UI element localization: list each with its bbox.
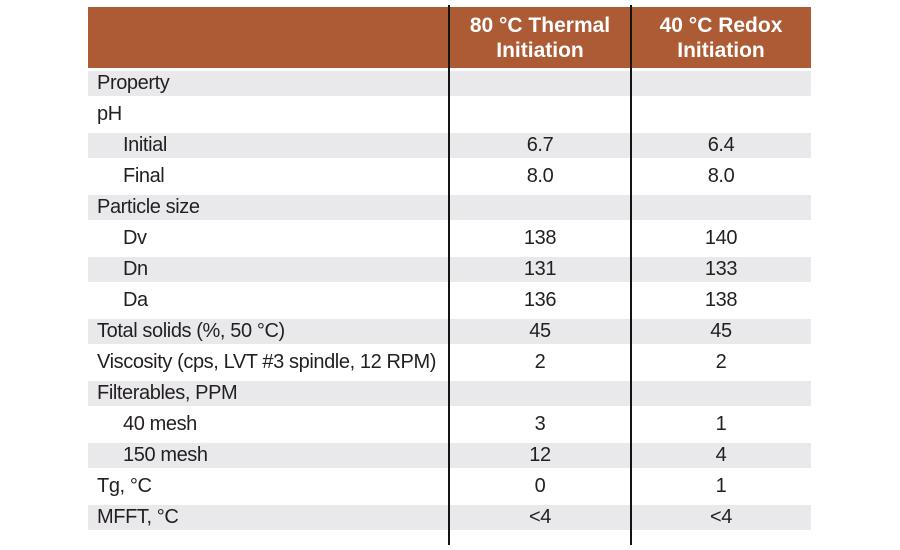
row-label: 150 mesh xyxy=(123,444,208,466)
row-label: Final xyxy=(123,165,165,187)
table-row: Tg, °C 0 1 xyxy=(88,471,811,502)
redox-value: 8.0 xyxy=(707,165,735,187)
redox-value: 4 xyxy=(715,444,727,466)
redox-value: 2 xyxy=(715,351,727,373)
thermal-value: <4 xyxy=(528,506,551,528)
row-label: Dn xyxy=(123,258,148,280)
redox-value: 133 xyxy=(704,258,738,280)
table-row: pH xyxy=(88,99,811,130)
row-label: Da xyxy=(123,289,148,311)
header-col-thermal: 80 °C Thermal Initiation xyxy=(449,7,631,68)
column-divider xyxy=(630,5,632,545)
header-line: 80 °C Thermal xyxy=(469,13,611,37)
table-row: 40 mesh 3 1 xyxy=(88,409,811,440)
row-label: Initial xyxy=(123,134,167,156)
row-label: Particle size xyxy=(97,196,200,218)
properties-comparison-table: 80 °C Thermal Initiation 40 °C Redox Ini… xyxy=(88,5,811,545)
thermal-value: 45 xyxy=(529,320,551,342)
thermal-value: 0 xyxy=(534,475,546,497)
thermal-value: 8.0 xyxy=(526,165,554,187)
header-corner-cell xyxy=(88,7,449,68)
redox-value: 140 xyxy=(704,227,738,249)
redox-value: 138 xyxy=(704,289,738,311)
table-row: Dv 138 140 xyxy=(88,223,811,254)
redox-value: 1 xyxy=(715,475,727,497)
table-row: Viscosity (cps, LVT #3 spindle, 12 RPM) … xyxy=(88,347,811,378)
redox-value: 1 xyxy=(715,413,727,435)
thermal-value: 138 xyxy=(523,227,557,249)
row-label: pH xyxy=(97,103,122,125)
table-row: Final 8.0 8.0 xyxy=(88,161,811,192)
redox-value: <4 xyxy=(709,506,732,528)
row-label: Total solids (%, 50 °C) xyxy=(97,320,285,342)
row-label: Property xyxy=(97,72,170,94)
row-label: Filterables, PPM xyxy=(97,382,238,404)
row-label: Dv xyxy=(123,227,147,249)
header-line: 40 °C Redox xyxy=(659,13,783,37)
thermal-value: 12 xyxy=(529,444,551,466)
redox-value: 45 xyxy=(710,320,732,342)
thermal-value: 2 xyxy=(534,351,546,373)
thermal-value: 6.7 xyxy=(526,134,554,156)
header-line: Initiation xyxy=(496,38,584,62)
redox-value: 6.4 xyxy=(707,134,735,156)
row-label: 40 mesh xyxy=(123,413,197,435)
header-col-redox: 40 °C Redox Initiation xyxy=(631,7,811,68)
column-divider xyxy=(448,5,450,545)
thermal-value: 136 xyxy=(523,289,557,311)
table-row: Da 136 138 xyxy=(88,285,811,316)
row-label: MFFT, °C xyxy=(97,506,179,528)
row-label: Viscosity (cps, LVT #3 spindle, 12 RPM) xyxy=(97,351,436,373)
header-line: Initiation xyxy=(677,38,765,62)
row-label: Tg, °C xyxy=(97,475,152,497)
thermal-value: 3 xyxy=(534,413,546,435)
thermal-value: 131 xyxy=(523,258,557,280)
